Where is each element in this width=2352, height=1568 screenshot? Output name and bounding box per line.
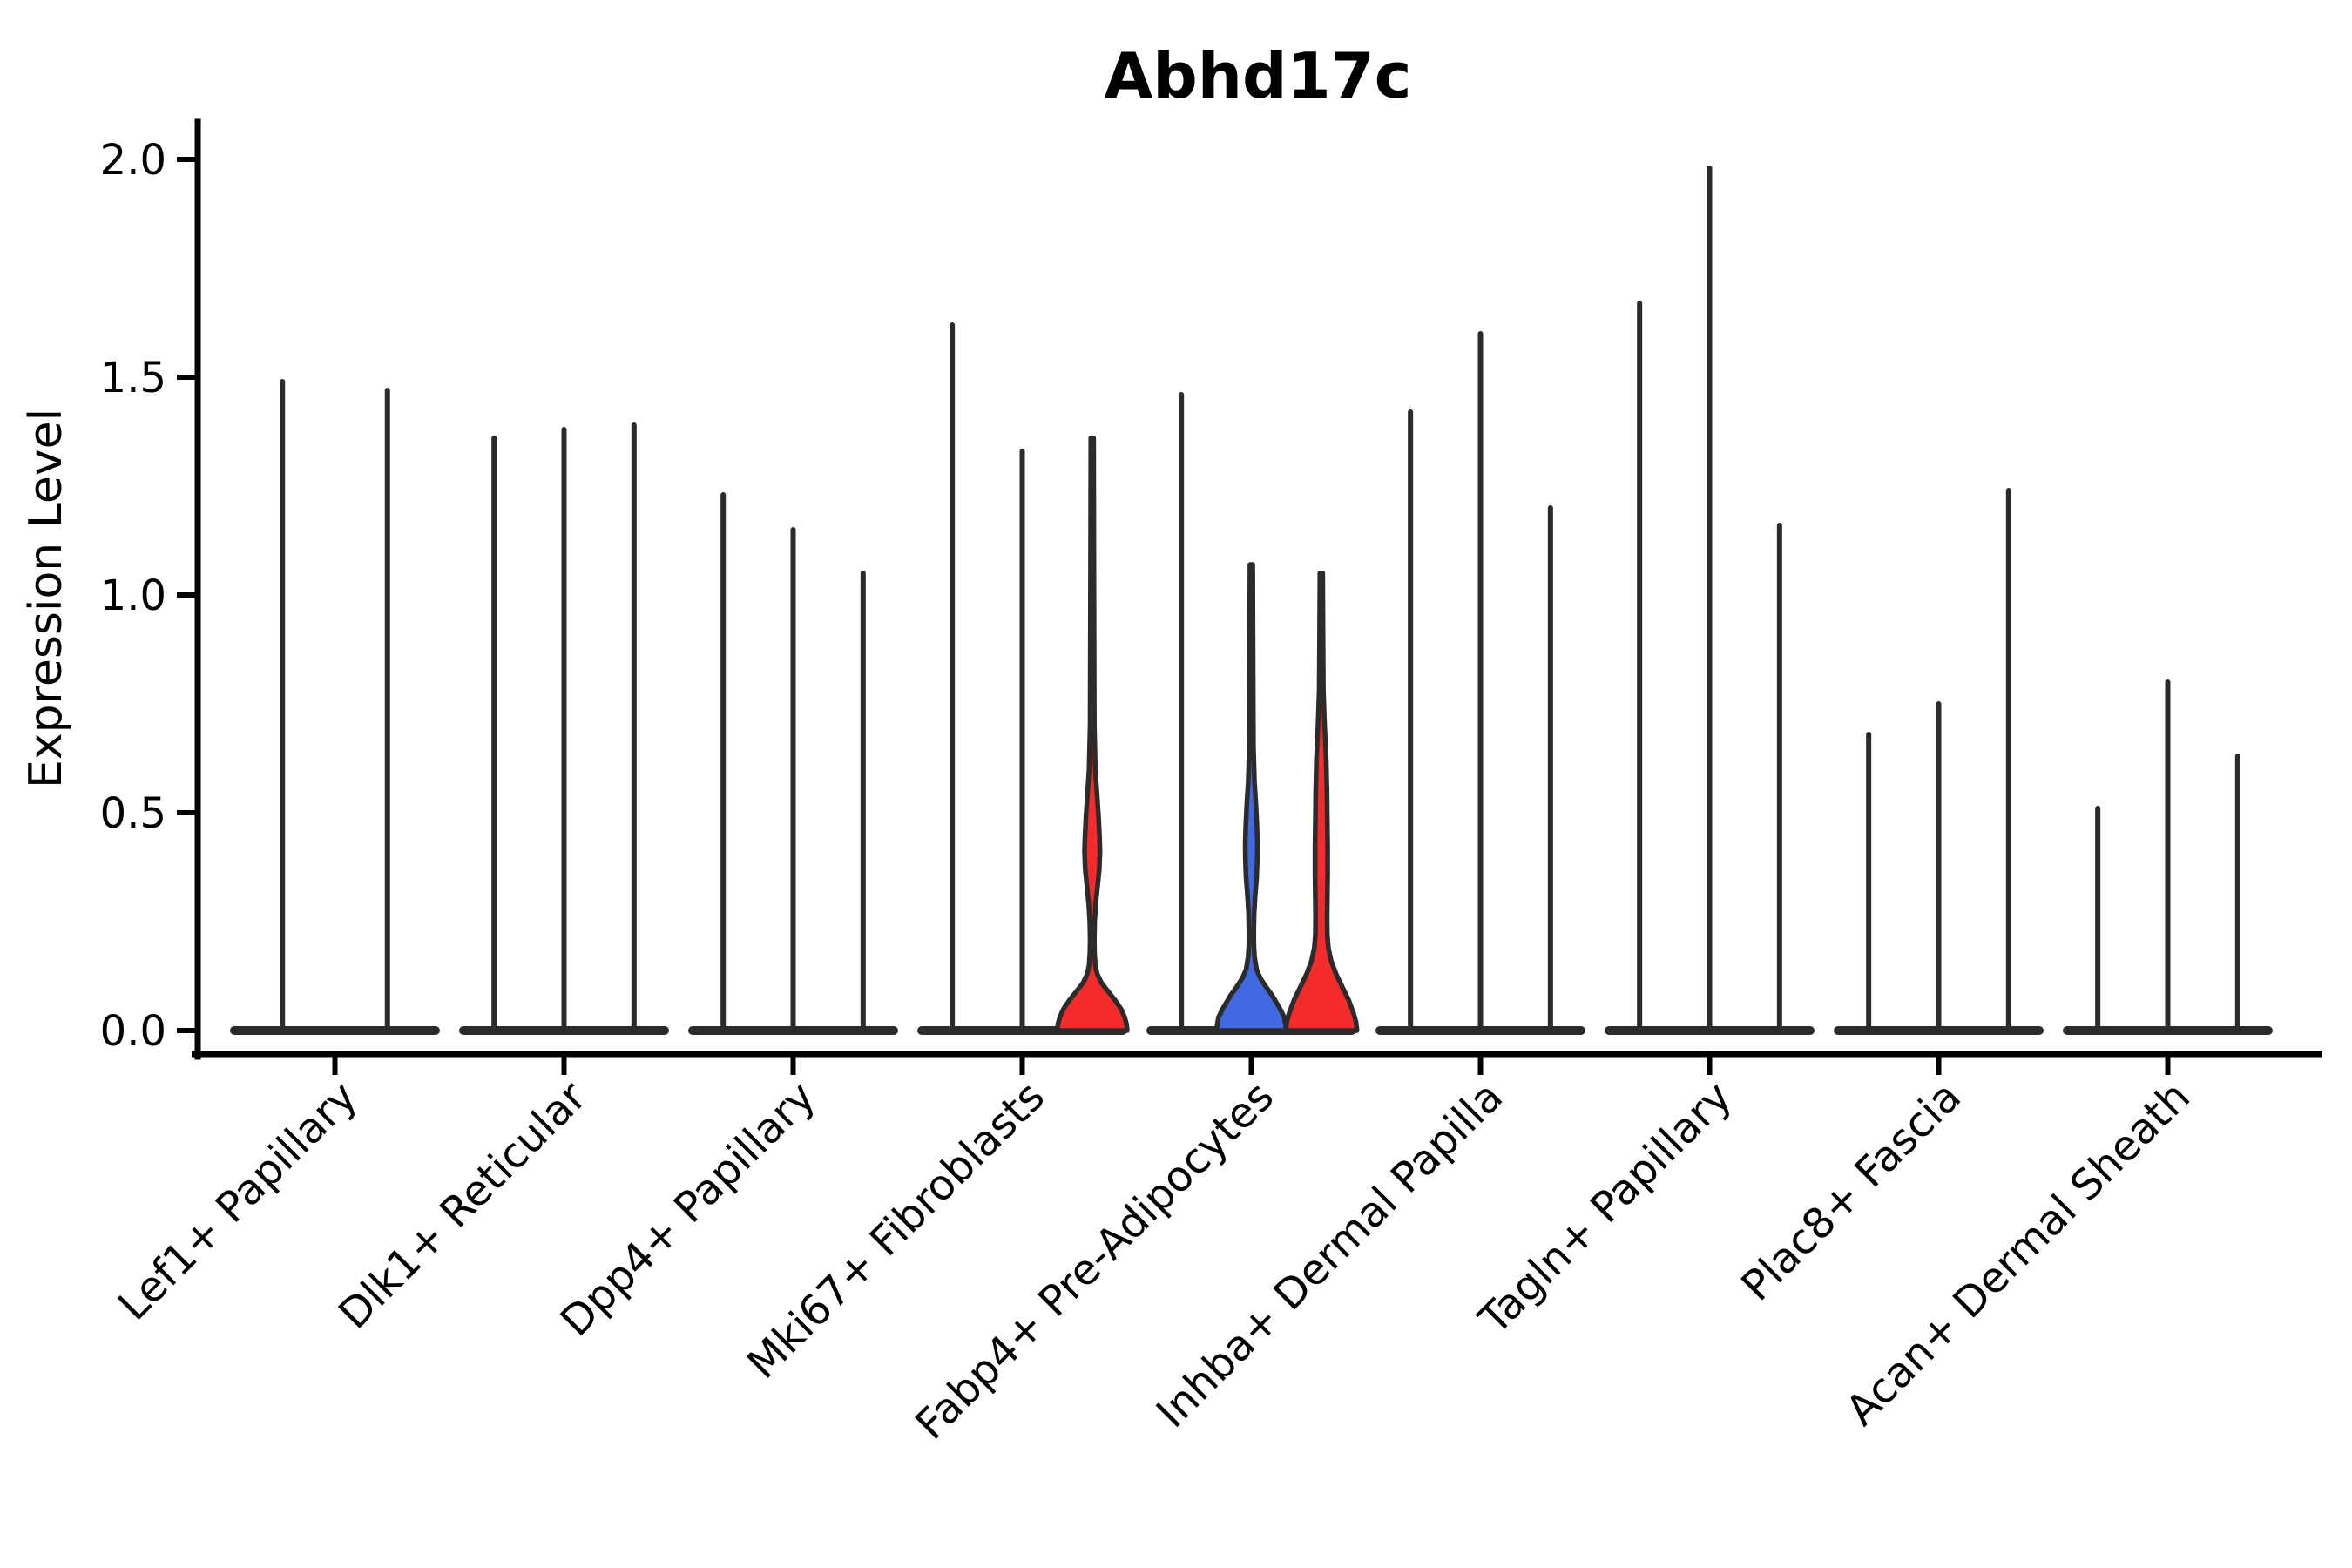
plot-title: Abhd17c (1105, 39, 1412, 112)
y-tick-label: 2.0 (100, 136, 166, 185)
y-tick-label: 0.5 (100, 789, 166, 838)
x-tick-label: Plac8+ Fascia (1732, 1072, 1970, 1311)
x-tick-label: Tagln+ Papillary (1470, 1072, 1741, 1344)
axes-layer (177, 118, 2322, 1075)
y-tick-label: 1.5 (100, 354, 166, 402)
violin-body-red (1054, 436, 1130, 1033)
x-tick-label: Dlk1+ Reticular (329, 1072, 596, 1339)
y-tick-label: 1.0 (100, 571, 166, 620)
violin-body-blue (1213, 562, 1289, 1033)
violin-body-red (1283, 571, 1360, 1033)
y-axis-label: Expression Level (20, 409, 72, 788)
x-tick-label: Lef1+ Papillary (109, 1072, 367, 1330)
x-tick-label: Dpp4+ Papillary (551, 1072, 825, 1346)
y-tick-label: 0.0 (100, 1007, 166, 1056)
violins-layer (230, 166, 2273, 1035)
violin-base (230, 1026, 440, 1035)
